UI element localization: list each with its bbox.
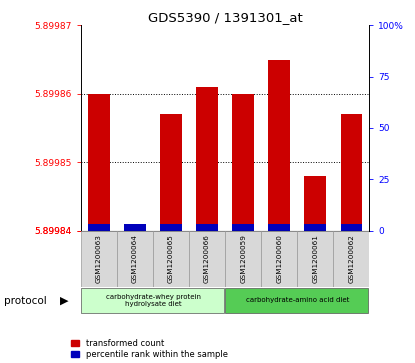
Text: GSM1200063: GSM1200063 — [96, 234, 102, 283]
Bar — [225, 231, 261, 287]
Bar — [196, 87, 218, 231]
Text: carbohydrate-amino acid diet: carbohydrate-amino acid diet — [246, 297, 349, 303]
Bar — [232, 224, 254, 231]
Bar — [269, 224, 290, 231]
Bar — [269, 60, 290, 231]
Bar — [160, 224, 182, 231]
Bar — [81, 288, 224, 313]
Legend: transformed count, percentile rank within the sample: transformed count, percentile rank withi… — [71, 339, 227, 359]
Bar — [117, 231, 153, 287]
Bar — [340, 114, 362, 231]
Text: GSM1200059: GSM1200059 — [240, 234, 246, 283]
Bar — [305, 176, 326, 231]
Text: GSM1200066: GSM1200066 — [204, 234, 210, 283]
Bar — [225, 288, 368, 313]
Bar — [261, 231, 297, 287]
Text: protocol: protocol — [4, 295, 47, 306]
Bar — [232, 94, 254, 231]
Bar — [189, 231, 225, 287]
Text: GSM1200061: GSM1200061 — [312, 234, 318, 283]
Bar — [334, 231, 369, 287]
Bar — [298, 231, 333, 287]
Bar — [305, 224, 326, 231]
Bar — [160, 114, 182, 231]
Bar — [81, 231, 117, 287]
Text: GSM1200062: GSM1200062 — [348, 234, 354, 283]
Bar — [124, 224, 146, 231]
Bar — [88, 94, 110, 231]
Bar — [196, 224, 218, 231]
Text: GSM1200065: GSM1200065 — [168, 234, 174, 283]
Bar — [153, 231, 189, 287]
Title: GDS5390 / 1391301_at: GDS5390 / 1391301_at — [148, 11, 303, 24]
Bar — [124, 231, 146, 258]
Text: carbohydrate-whey protein
hydrolysate diet: carbohydrate-whey protein hydrolysate di… — [105, 294, 200, 307]
Text: GSM1200064: GSM1200064 — [132, 234, 138, 283]
Text: ▶: ▶ — [60, 295, 68, 306]
Bar — [340, 224, 362, 231]
Text: GSM1200060: GSM1200060 — [276, 234, 282, 283]
Bar — [88, 224, 110, 231]
